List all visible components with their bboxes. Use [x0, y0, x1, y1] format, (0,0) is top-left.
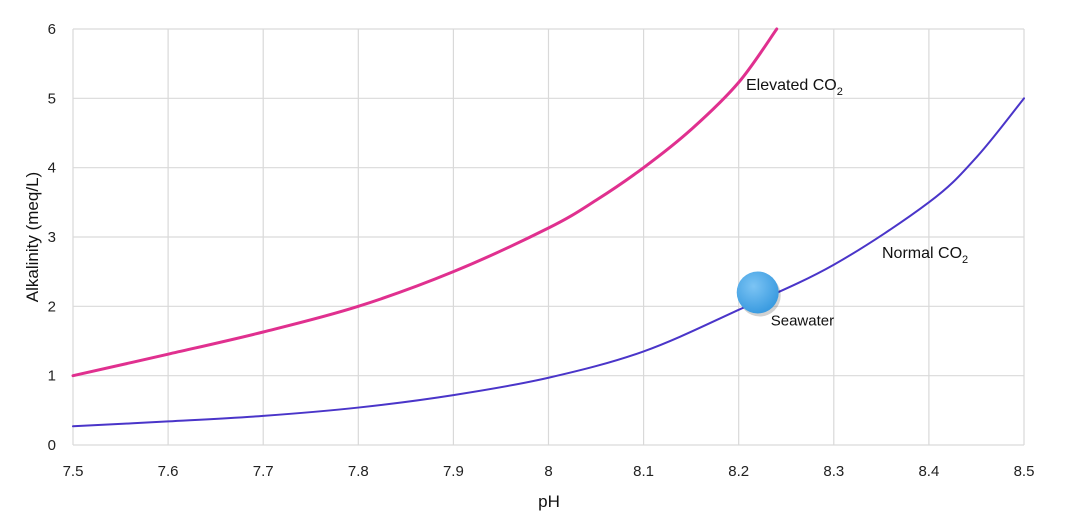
y-tick-label: 4	[48, 160, 56, 177]
x-tick-label: 8	[544, 463, 552, 480]
y-axis-title: Alkalinity (meq/L)	[23, 172, 42, 302]
grid	[72, 28, 1025, 446]
y-tick-label: 0	[48, 437, 56, 454]
x-tick-label: 7.8	[348, 463, 369, 480]
series-label-elevated-co2: Elevated CO2	[746, 77, 843, 98]
x-tick-label: 8.4	[918, 463, 939, 480]
x-tick-label: 8.5	[1014, 463, 1035, 480]
y-tick-label: 1	[48, 368, 56, 385]
series-line-normal-co2	[72, 97, 1025, 428]
y-tick-label: 5	[48, 90, 56, 107]
x-tick-label: 7.9	[443, 463, 464, 480]
series-label-normal-co2: Normal CO2	[882, 245, 968, 266]
y-tick-label: 2	[48, 298, 56, 315]
x-tick-label: 7.5	[63, 463, 84, 480]
seawater-marker	[736, 271, 779, 314]
x-tick-label: 8.2	[728, 463, 749, 480]
seawater-label: Seawater	[771, 312, 834, 329]
x-axis-title: pH	[538, 492, 560, 511]
y-tick-label: 3	[48, 229, 56, 246]
series-layer: Elevated CO2 Normal CO2	[71, 27, 1025, 428]
annotations: Seawater	[736, 271, 834, 329]
series-line-elevated-co2	[71, 27, 779, 378]
tick-labels: 7.5 7.6 7.7 7.8 7.9 8 8.1 8.2 8.3 8.4 8.5 0 1 2 3 4 5 6	[48, 21, 1035, 480]
x-tick-label: 7.6	[158, 463, 179, 480]
y-tick-label: 6	[48, 21, 56, 38]
x-tick-label: 7.7	[253, 463, 274, 480]
x-tick-label: 8.3	[823, 463, 844, 480]
x-tick-label: 8.1	[633, 463, 654, 480]
